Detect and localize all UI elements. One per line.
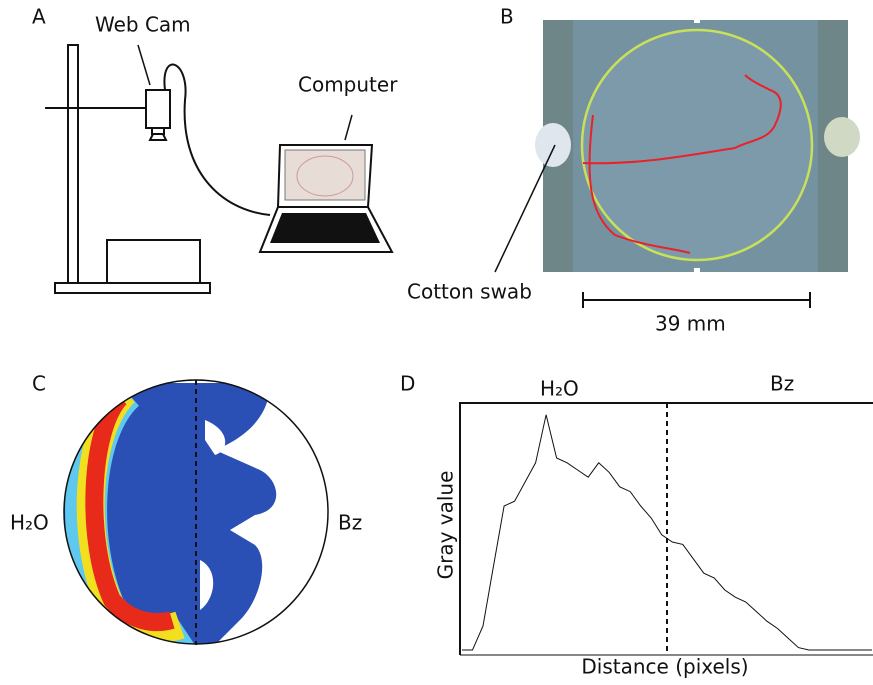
panel-label: D — [400, 372, 415, 396]
profile-plot — [460, 403, 873, 655]
y-axis-label: Gray value — [434, 471, 458, 580]
heatmap — [64, 380, 328, 645]
figure: A Web Cam Computer B Cotton swab 39 mm C… — [0, 0, 873, 685]
x-axis-label: Distance (pixels) — [581, 655, 748, 679]
scale-label: 39 mm — [655, 312, 726, 336]
region-label: Bz — [770, 372, 794, 396]
label: Computer — [298, 73, 398, 97]
panel-label: B — [500, 5, 514, 29]
panel-label: C — [32, 372, 46, 396]
panel-label: A — [32, 5, 46, 29]
side-label: H₂O — [10, 511, 49, 535]
label: Cotton swab — [407, 280, 532, 304]
region-label: H₂O — [540, 377, 579, 401]
label: Web Cam — [95, 13, 191, 37]
photo — [495, 17, 860, 308]
side-label: Bz — [338, 511, 362, 535]
